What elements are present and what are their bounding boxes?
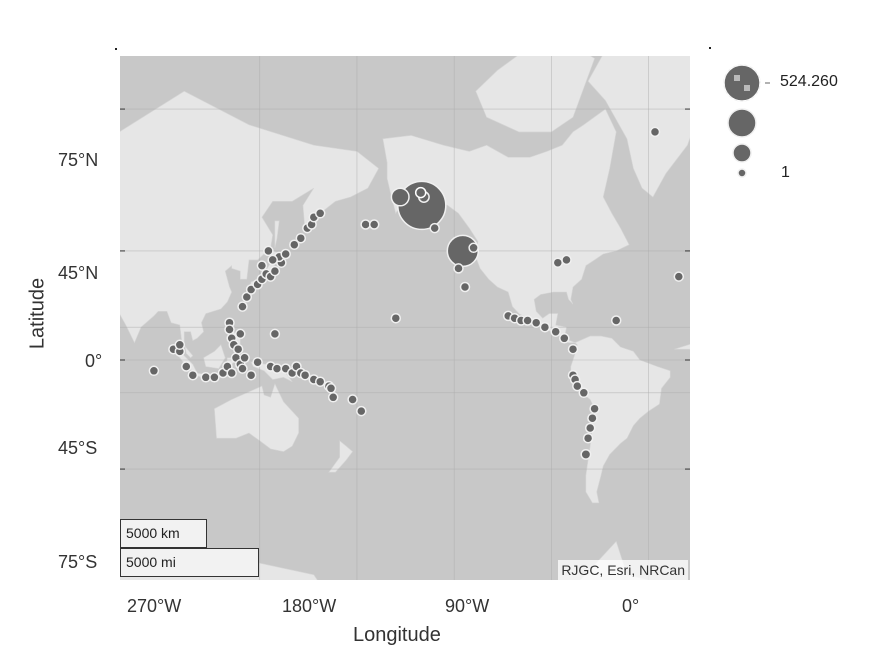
- legend-marker-large: [727, 108, 757, 138]
- earthquake-marker: [414, 186, 427, 199]
- earthquake-marker: [429, 222, 440, 234]
- map-attribution: RJGC, Esri, NRCan: [558, 560, 688, 580]
- earthquake-marker: [280, 248, 291, 260]
- earthquake-marker: [360, 219, 371, 230]
- earthquake-marker: [209, 372, 220, 383]
- y-tick-75s: 75°S: [58, 552, 98, 572]
- y-tick-45s: 45°S: [58, 438, 98, 458]
- land-borneo: [203, 344, 226, 369]
- scalebar-mi: 5000 mi: [120, 548, 259, 577]
- earthquake-marker: [187, 369, 199, 381]
- legend-marker-max: [723, 64, 770, 102]
- earthquake-marker: [271, 363, 283, 374]
- earthquake-marker: [561, 254, 572, 266]
- earthquake-marker: [327, 392, 339, 403]
- earthquake-marker: [539, 321, 551, 333]
- earthquake-marker: [552, 257, 564, 268]
- earthquake-marker: [235, 328, 246, 340]
- earthquake-marker: [589, 403, 600, 414]
- y-axis-title: Latitude: [26, 277, 49, 350]
- earthquake-marker: [256, 260, 268, 271]
- earthquake-marker: [390, 312, 402, 324]
- earthquake-marker: [453, 263, 464, 274]
- earthquake-marker: [587, 412, 598, 424]
- legend-max-label: 524.260: [780, 73, 838, 90]
- earthquake-marker: [584, 422, 596, 434]
- axes-corner-top-left: [115, 48, 117, 50]
- land-sakhalin-kamchatka: [274, 220, 280, 248]
- earthquake-marker: [252, 356, 263, 368]
- earthquake-marker: [239, 352, 250, 364]
- earthquake-marker: [263, 245, 274, 257]
- x-axis-title: Longitude: [353, 624, 441, 646]
- x-tick-90w: 90°W: [445, 596, 490, 616]
- y-tick-75n: 75°N: [58, 150, 99, 170]
- earthquake-marker: [522, 315, 533, 326]
- earthquake-marker: [267, 254, 278, 266]
- legend-marker-min: [737, 168, 747, 178]
- earthquake-marker: [245, 369, 257, 381]
- earthquake-marker: [295, 232, 307, 244]
- earthquake-marker: [148, 365, 160, 377]
- earthquake-marker: [567, 343, 579, 355]
- earthquake-marker: [200, 372, 212, 383]
- earthquake-marker: [559, 333, 570, 344]
- earthquake-marker: [224, 324, 235, 335]
- earthquake-marker: [347, 394, 358, 405]
- earthquake-marker: [468, 242, 479, 254]
- legend-min-label: 1: [781, 164, 790, 181]
- land-africa: [674, 343, 690, 351]
- x-tick-270w: 270°W: [127, 596, 182, 616]
- earthquake-marker: [232, 343, 244, 355]
- land-asia: [120, 90, 379, 359]
- land-arctic-islands: [475, 56, 595, 133]
- earthquake-marker: [299, 369, 311, 381]
- earthquake-marker: [356, 405, 367, 417]
- earthquake-marker: [572, 380, 583, 392]
- legend-marker-medium: [732, 143, 752, 163]
- land-north-america: [382, 108, 630, 343]
- earthquake-marker: [325, 383, 337, 394]
- earthquake-marker: [530, 317, 542, 328]
- earthquake-marker: [226, 367, 237, 379]
- earthquake-marker: [237, 363, 248, 374]
- earthquake-marker: [550, 326, 561, 337]
- bubble-size-legend[interactable]: [712, 58, 772, 178]
- earthquake-marker: [368, 219, 380, 230]
- earthquake-marker: [289, 239, 300, 250]
- earthquake-marker: [174, 339, 186, 351]
- earthquake-marker: [578, 387, 590, 399]
- earthquake-marker: [314, 376, 326, 387]
- earthquake-marker: [673, 271, 685, 282]
- land-australia: [214, 383, 299, 452]
- earthquake-marker: [610, 315, 622, 326]
- earthquake-marker: [237, 301, 248, 312]
- earthquake-marker: [580, 448, 592, 460]
- x-tick-180w: 180°W: [282, 596, 337, 616]
- x-tick-0: 0°: [622, 596, 640, 616]
- axes-corner-top-right: [709, 47, 711, 49]
- earthquake-marker: [649, 126, 661, 138]
- land-greenland: [587, 56, 690, 198]
- earthquake-marker: [269, 328, 281, 340]
- earthquake-marker: [269, 265, 281, 277]
- y-tick-0: 0°: [85, 351, 103, 371]
- earthquake-marker: [582, 432, 594, 444]
- map-axes[interactable]: 5000 km 5000 mi RJGC, Esri, NRCan: [120, 56, 690, 580]
- earthquake-marker: [390, 187, 410, 207]
- map-canvas: [120, 56, 690, 580]
- scalebar-km: 5000 km: [120, 519, 207, 548]
- land-new-zealand: [328, 440, 354, 473]
- earthquake-marker: [181, 361, 192, 372]
- earthquake-marker: [459, 281, 471, 293]
- earthquake-marker: [314, 208, 326, 219]
- y-tick-45n: 45°N: [58, 263, 99, 283]
